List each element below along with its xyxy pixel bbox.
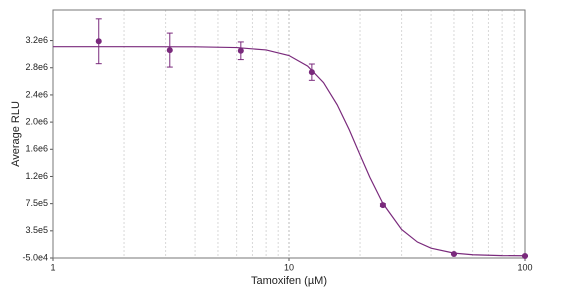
- data-point: [379, 202, 386, 209]
- y-tick-label: 1.2e6: [25, 171, 48, 181]
- y-tick-label: -5.0e4: [22, 252, 48, 262]
- x-tick-label: 10: [284, 262, 294, 272]
- y-tick-label: 3.2e6: [25, 35, 48, 45]
- data-point: [308, 69, 315, 76]
- data-point: [166, 47, 173, 54]
- x-tick-label: 100: [517, 262, 532, 272]
- data-point: [522, 252, 528, 259]
- y-tick-label: 2.0e6: [25, 116, 48, 126]
- data-point: [95, 38, 102, 45]
- y-axis-title: Average RLU: [10, 101, 22, 167]
- y-tick-label: 1.6e6: [25, 144, 48, 154]
- data-point: [450, 250, 457, 257]
- x-axis-title: Tamoxifen (µM): [251, 275, 327, 287]
- data-point: [237, 47, 244, 54]
- y-tick-label: 2.8e6: [25, 62, 48, 72]
- y-tick-label: 2.4e6: [25, 89, 48, 99]
- y-tick-label: 3.5e5: [25, 225, 48, 235]
- y-tick-label: 7.5e5: [25, 198, 48, 208]
- plot-frame: [52, 9, 526, 259]
- x-tick-label: 1: [50, 262, 55, 272]
